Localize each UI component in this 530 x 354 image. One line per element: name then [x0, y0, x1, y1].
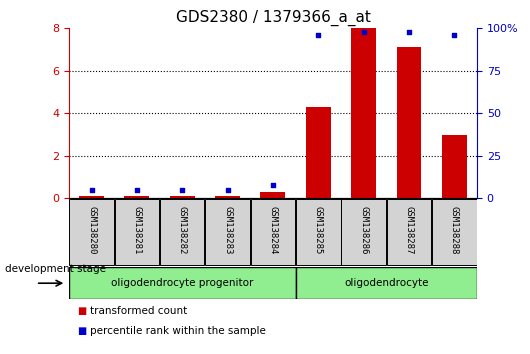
Text: GSM138287: GSM138287 [404, 206, 413, 255]
Text: GSM138280: GSM138280 [87, 206, 96, 255]
Bar [442, 135, 467, 198]
Point [87, 187, 96, 193]
Point [178, 187, 187, 193]
Text: GSM138285: GSM138285 [314, 206, 323, 255]
FancyBboxPatch shape [296, 199, 340, 265]
Point [450, 32, 458, 38]
FancyBboxPatch shape [69, 199, 114, 265]
FancyBboxPatch shape [160, 199, 205, 265]
Point [269, 182, 277, 188]
Bar [396, 47, 421, 198]
Text: ■: ■ [77, 326, 86, 336]
Point [314, 32, 323, 38]
FancyBboxPatch shape [296, 267, 477, 299]
Bar [306, 107, 331, 198]
Text: GSM138281: GSM138281 [132, 206, 142, 255]
Bar [260, 192, 286, 198]
Text: percentile rank within the sample: percentile rank within the sample [90, 326, 266, 336]
Text: GSM138283: GSM138283 [223, 206, 232, 255]
Text: GSM138284: GSM138284 [269, 206, 277, 255]
FancyBboxPatch shape [341, 199, 386, 265]
FancyBboxPatch shape [69, 267, 296, 299]
Point [132, 187, 141, 193]
Text: GSM138282: GSM138282 [178, 206, 187, 255]
Point [223, 187, 232, 193]
FancyBboxPatch shape [206, 199, 250, 265]
Text: GSM138288: GSM138288 [450, 206, 459, 255]
Bar [125, 196, 149, 198]
Text: ■: ■ [77, 306, 86, 316]
Point [405, 29, 413, 35]
Text: transformed count: transformed count [90, 306, 187, 316]
Bar [351, 28, 376, 198]
FancyBboxPatch shape [114, 199, 159, 265]
Bar [215, 196, 240, 198]
FancyBboxPatch shape [387, 199, 431, 265]
FancyBboxPatch shape [251, 199, 295, 265]
FancyBboxPatch shape [432, 199, 476, 265]
Bar [170, 196, 195, 198]
Bar [79, 196, 104, 198]
Text: oligodendrocyte: oligodendrocyte [344, 278, 429, 288]
Text: oligodendrocyte progenitor: oligodendrocyte progenitor [111, 278, 253, 288]
Title: GDS2380 / 1379366_a_at: GDS2380 / 1379366_a_at [175, 9, 370, 25]
Text: development stage: development stage [5, 264, 107, 274]
Point [359, 29, 368, 35]
Text: GSM138286: GSM138286 [359, 206, 368, 255]
